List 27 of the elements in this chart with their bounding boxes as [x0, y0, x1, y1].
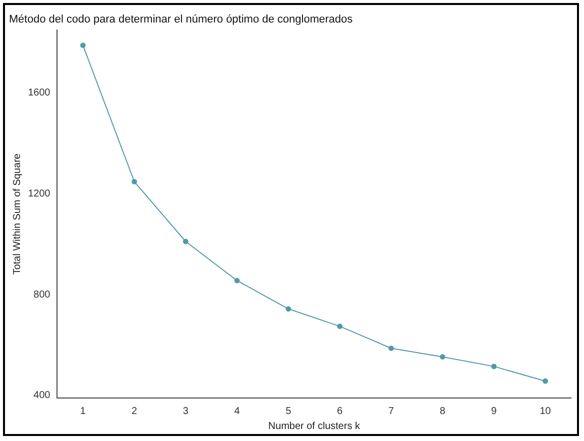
point — [286, 306, 292, 312]
y-tick-label: 400 — [34, 390, 51, 402]
chart-title: Método del codo para determinar el número óptimo de conglomerados — [9, 14, 354, 26]
y-axis-title: Total Within Sum of Square — [12, 153, 23, 275]
point — [440, 354, 446, 360]
point — [234, 278, 240, 284]
y-tick-label: 800 — [34, 289, 51, 300]
x-tick-label: 8 — [440, 406, 446, 417]
x-tick-label: 4 — [234, 406, 240, 417]
x-tick-label: 3 — [182, 406, 189, 417]
x-tick-label: 5 — [286, 406, 292, 417]
point — [80, 42, 86, 48]
point — [388, 346, 394, 351]
y-tick-label: 1600 — [28, 87, 51, 98]
point — [337, 324, 343, 330]
x-tick-label: 1 — [80, 406, 86, 417]
x-axis-title: Number of clusters k — [268, 420, 361, 432]
y-tick-label: 1200 — [28, 188, 51, 200]
x-tick-label: 10 — [540, 406, 552, 417]
x-tick-label: 9 — [491, 406, 498, 417]
point — [542, 378, 548, 384]
point — [491, 364, 497, 370]
point — [132, 178, 138, 184]
x-tick-label: 6 — [337, 406, 344, 417]
x-tick-label: 7 — [388, 406, 394, 417]
point — [182, 238, 188, 244]
x-tick-label: 2 — [132, 406, 138, 417]
